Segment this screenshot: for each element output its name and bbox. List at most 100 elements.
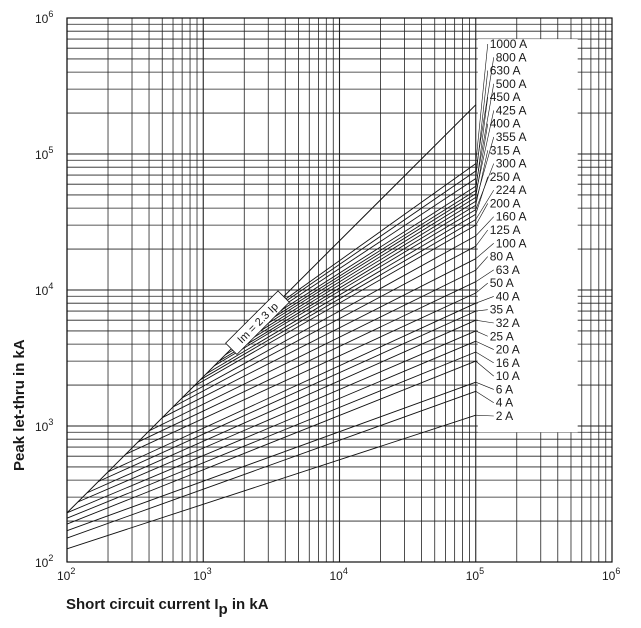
x-tick-label: 105 [466, 566, 484, 583]
x-tick-label: 102 [57, 566, 75, 583]
rating-label: 80 A [490, 250, 514, 264]
x-tick-label: 106 [602, 566, 620, 583]
x-tick-label: 103 [193, 566, 211, 583]
rating-label: 224 A [496, 183, 527, 197]
rating-label: 800 A [496, 50, 527, 64]
y-axis-title: Peak let-thru in kA [11, 339, 28, 471]
label-leader [475, 340, 494, 350]
label-leader [475, 176, 489, 215]
rating-label: 400 A [490, 117, 521, 131]
rating-curve [263, 170, 477, 317]
rating-curve [107, 302, 476, 473]
rating-label: 40 A [496, 289, 520, 303]
rating-label: 300 A [496, 157, 527, 171]
label-leader [475, 229, 488, 247]
rating-label: 630 A [490, 64, 521, 78]
rating-curve [148, 269, 476, 432]
y-tick-label: 105 [35, 145, 53, 162]
rating-curve [66, 360, 476, 525]
rating-label: 100 A [496, 236, 527, 250]
rating-curve [125, 292, 476, 455]
label-leader [475, 43, 489, 164]
rating-curve [230, 197, 477, 350]
rating-label: 20 A [496, 343, 520, 357]
rating-label: 35 A [490, 303, 514, 317]
label-leader [475, 189, 495, 220]
x-axis-title-suffix: in kA [228, 596, 269, 613]
rating-curve [224, 200, 477, 356]
y-tick-label: 102 [35, 553, 53, 570]
label-leader [475, 391, 494, 403]
rating-label: 32 A [496, 316, 520, 330]
label-leader [475, 203, 489, 226]
rating-label: 315 A [490, 143, 521, 157]
rating-label: 1000 A [490, 37, 527, 51]
rating-curve [218, 204, 477, 362]
label-leader [475, 282, 488, 294]
label-leader [475, 216, 494, 237]
y-tick-label: 106 [35, 9, 53, 26]
y-tick-labels: 102 103 104 105 106 [35, 9, 53, 570]
x-axis-title: Short circuit current Ip in kA [66, 596, 269, 618]
rating-label: 63 A [496, 263, 520, 277]
rating-label: 50 A [490, 276, 514, 290]
rating-curve [66, 340, 476, 514]
y-tick-label: 103 [35, 417, 53, 434]
label-leader [475, 309, 488, 312]
reference-line-label-group: Im = 2.3 Ip [225, 290, 290, 356]
rating-label-panel [477, 39, 578, 433]
rating-curve [86, 319, 476, 494]
rating-label: 6 A [496, 382, 513, 396]
rating-curve [172, 245, 477, 408]
rating-label: 10 A [496, 369, 520, 383]
rating-curve [181, 235, 477, 399]
rating-label: 425 A [496, 103, 527, 117]
rating-label: 200 A [490, 196, 521, 210]
rating-label: 355 A [496, 130, 527, 144]
label-leader [475, 319, 494, 324]
rating-label: 450 A [490, 90, 521, 104]
rating-label: 125 A [490, 223, 521, 237]
label-leader [475, 381, 494, 390]
label-leaders [475, 43, 495, 417]
rating-curve [137, 281, 476, 443]
x-tick-labels: 102 103 104 105 106 [57, 566, 620, 583]
rating-label: 25 A [490, 329, 514, 343]
label-leader [475, 351, 494, 364]
rating-label: 500 A [496, 77, 527, 91]
reference-line-group: Im = 2.3 Ip [66, 104, 477, 514]
rating-curve [66, 390, 476, 539]
rating-curve [244, 190, 477, 337]
label-leader [475, 97, 489, 191]
plot-frame [66, 17, 613, 563]
x-tick-label: 104 [330, 566, 348, 583]
rating-curve [213, 209, 477, 367]
y-tick-label: 104 [35, 281, 53, 298]
rating-curve [237, 193, 477, 343]
label-leader [475, 269, 494, 282]
rating-label: 2 A [496, 409, 513, 423]
rating-label: 4 A [496, 396, 513, 410]
rating-curve [66, 414, 476, 550]
x-axis-title-main: Short circuit current I [66, 596, 219, 613]
rating-curve [66, 351, 476, 519]
label-leader [475, 256, 488, 271]
rating-curve [249, 185, 477, 331]
label-leader [475, 296, 494, 304]
label-leader [475, 330, 488, 337]
label-leader [475, 243, 494, 259]
rating-curve [66, 381, 476, 532]
label-leader [475, 123, 489, 198]
rating-curve [161, 258, 477, 419]
rating-curve [269, 163, 477, 311]
label-leader [475, 360, 494, 377]
label-leader [475, 70, 489, 179]
rating-curve [193, 224, 477, 387]
reference-line-label-box [225, 290, 290, 356]
x-axis-title-subscript: p [219, 601, 228, 618]
rating-curve [77, 330, 476, 503]
rating-curve [98, 310, 476, 482]
label-leader [475, 150, 489, 206]
